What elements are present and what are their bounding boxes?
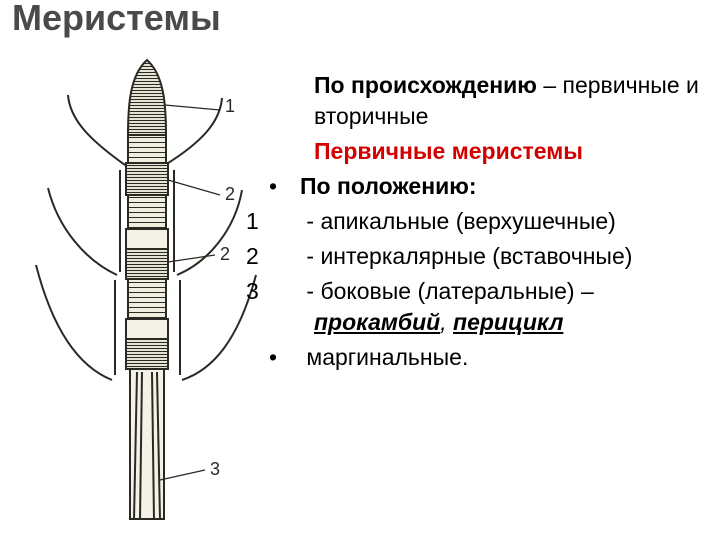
item-2-intercalary: 2 - интеркалярные (вставочные) <box>280 241 700 272</box>
figure-label-1: 1 <box>225 96 235 116</box>
content-block: По происхождению – первичные и вторичные… <box>280 70 700 377</box>
para-origin: По происхождению – первичные и вторичные <box>280 70 700 132</box>
page-title: Меристемы <box>12 0 272 36</box>
item-2-text: - интеркалярные (вставочные) <box>300 243 632 269</box>
item-3-term-pericycle: перицикл <box>453 309 563 335</box>
bullet-icon: • <box>280 171 300 202</box>
bullet-icon: • <box>280 342 300 373</box>
figure-meristem-diagram: 1 2 2 3 <box>30 50 260 525</box>
item-3-number: 3 <box>280 276 300 307</box>
item-1-number: 1 <box>280 206 300 237</box>
figure-label-3: 3 <box>210 459 220 479</box>
item-3-text-a: - боковые (латеральные) – <box>300 278 594 304</box>
item-4-marginal: • маргинальные. <box>280 342 700 373</box>
item-3-lateral: 3 - боковые (латеральные) – прокамбий, п… <box>280 276 700 338</box>
figure-label-2a: 2 <box>225 184 235 204</box>
heading-by-position: •По положению: <box>280 171 700 202</box>
heading-primary-meristems: Первичные меристемы <box>280 136 700 167</box>
item-3-comma: , <box>440 309 453 335</box>
figure-label-2b: 2 <box>220 244 230 264</box>
item-3-term-procambium: прокамбий <box>314 309 440 335</box>
item-2-number: 2 <box>280 241 300 272</box>
item-4-text: маргинальные. <box>300 344 468 370</box>
para-origin-bold: По происхождению <box>314 72 537 98</box>
item-1-apical: 1 - апикальные (верхушечные) <box>280 206 700 237</box>
item-1-text: - апикальные (верхушечные) <box>300 208 616 234</box>
heading-by-position-text: По положению: <box>300 173 477 199</box>
